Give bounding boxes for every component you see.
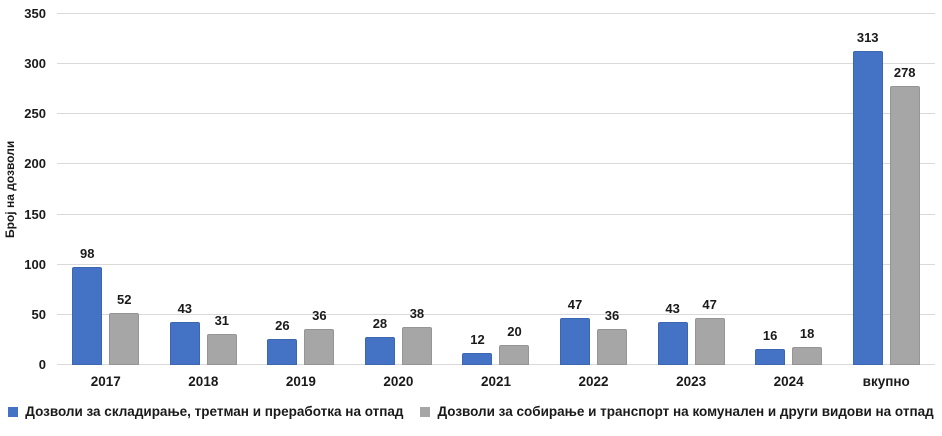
legend-swatch-gray xyxy=(420,406,431,417)
bar-value-label: 52 xyxy=(117,291,132,307)
bar-value-label: 38 xyxy=(409,305,425,321)
bar-gray-вкупно: 278 xyxy=(889,65,920,365)
x-axis-category-label-2023: 2023 xyxy=(676,374,707,389)
bar-value-label: 31 xyxy=(214,312,230,328)
y-axis-tick-label-150: 150 xyxy=(24,206,46,222)
legend-label-storage-treatment: Дозволи за складирање, третман и прерабо… xyxy=(25,404,404,419)
bar-value-label: 43 xyxy=(177,300,193,316)
x-axis-category-label-2021: 2021 xyxy=(480,374,512,389)
bar-group-2021: 12 20 xyxy=(447,14,545,365)
gridline-300 xyxy=(57,63,935,65)
gridline-150 xyxy=(57,213,935,215)
bar-blue-2018: 43 xyxy=(169,301,200,365)
bar-group-2022: 47 36 xyxy=(545,14,643,365)
bar-group-2024: 16 18 xyxy=(740,14,838,365)
y-axis-tick-label-350: 350 xyxy=(24,6,46,21)
bar-gray-2023: 47 xyxy=(694,297,725,365)
bar-gray-2022: 36 xyxy=(597,308,628,365)
y-axis-tick-label-250: 250 xyxy=(24,106,46,122)
bar-value-label: 26 xyxy=(275,317,290,333)
bar-gray-2021: 20 xyxy=(499,324,530,365)
x-axis-category-label-2022: 2022 xyxy=(578,374,609,389)
gridline-100 xyxy=(57,263,935,265)
bar-group-вкупно: 313 278 xyxy=(837,14,935,365)
y-axis-tick-label-0: 0 xyxy=(38,357,46,372)
y-axis-tick-label-50: 50 xyxy=(31,306,46,322)
bar-blue-2019: 26 xyxy=(267,318,298,365)
bar-value-label: 18 xyxy=(799,325,815,341)
legend-swatch-blue xyxy=(8,406,19,417)
bar-value-label: 36 xyxy=(312,307,327,323)
bar-group-2020: 28 38 xyxy=(350,14,448,365)
bar-blue-2022: 47 xyxy=(560,297,591,365)
bar-value-label: 43 xyxy=(665,300,680,316)
gridline-50 xyxy=(57,313,935,315)
bar-blue-2017: 98 xyxy=(72,246,103,365)
bar-value-label: 20 xyxy=(507,323,522,339)
bar-value-label: 47 xyxy=(702,296,717,312)
y-axis-tick-label-100: 100 xyxy=(24,256,46,272)
plot-area: 98 52 43 31 26 36 28 38 12 20 47 36 43 47 16 18 313 278 xyxy=(57,13,935,365)
bar-value-label: 16 xyxy=(762,327,778,343)
gridline-0 xyxy=(57,364,935,365)
bar-gray-2019: 36 xyxy=(304,308,335,365)
x-axis-category-label-2020: 2020 xyxy=(383,374,414,389)
bar-value-label: 36 xyxy=(604,307,620,323)
x-axis-category-label-2017: 2017 xyxy=(90,374,121,389)
bar-value-label: 313 xyxy=(856,30,879,46)
bar-gray-2020: 38 xyxy=(401,306,432,365)
x-axis-category-label-2019: 2019 xyxy=(285,374,316,389)
bar-group-2019: 26 36 xyxy=(252,14,350,365)
bar-blue-2024: 16 xyxy=(755,328,786,365)
legend-label-collection-transport: Дозволи за собирање и транспорт на комун… xyxy=(437,404,934,419)
gridline-200 xyxy=(57,163,935,165)
legend: Дозволи за складирање, третман и прерабо… xyxy=(0,404,942,419)
x-axis-category-label-вкупно: вкупно xyxy=(862,374,910,389)
bar-group-2018: 43 31 xyxy=(155,14,253,365)
x-axis-category-label-2018: 2018 xyxy=(188,374,219,389)
bar-value-label: 278 xyxy=(893,65,916,81)
y-axis-tick-label-300: 300 xyxy=(24,56,46,72)
bar-value-label: 12 xyxy=(470,331,485,347)
gridline-350 xyxy=(57,13,935,14)
y-axis-tick-label-200: 200 xyxy=(24,156,46,172)
bar-gray-2018: 31 xyxy=(206,313,237,365)
bar-blue-2020: 28 xyxy=(364,316,395,365)
bar-group-2023: 43 47 xyxy=(642,14,740,365)
bar-group-2017: 98 52 xyxy=(57,14,155,365)
bar-blue-2023: 43 xyxy=(657,301,688,365)
bar-gray-2024: 18 xyxy=(792,326,823,365)
bar-gray-2017: 52 xyxy=(109,292,140,365)
legend-item-storage-treatment: Дозволи за складирање, третман и прерабо… xyxy=(8,404,403,419)
gridline-250 xyxy=(57,113,935,115)
x-axis-category-label-2024: 2024 xyxy=(773,374,804,389)
bar-value-label: 98 xyxy=(80,245,95,261)
bar-blue-вкупно: 313 xyxy=(852,30,883,365)
bar-value-label: 47 xyxy=(567,296,583,312)
legend-item-collection-transport: Дозволи за собирање и транспорт на комун… xyxy=(420,404,934,419)
bar-value-label: 28 xyxy=(372,315,388,331)
bar-blue-2021: 12 xyxy=(462,332,493,365)
